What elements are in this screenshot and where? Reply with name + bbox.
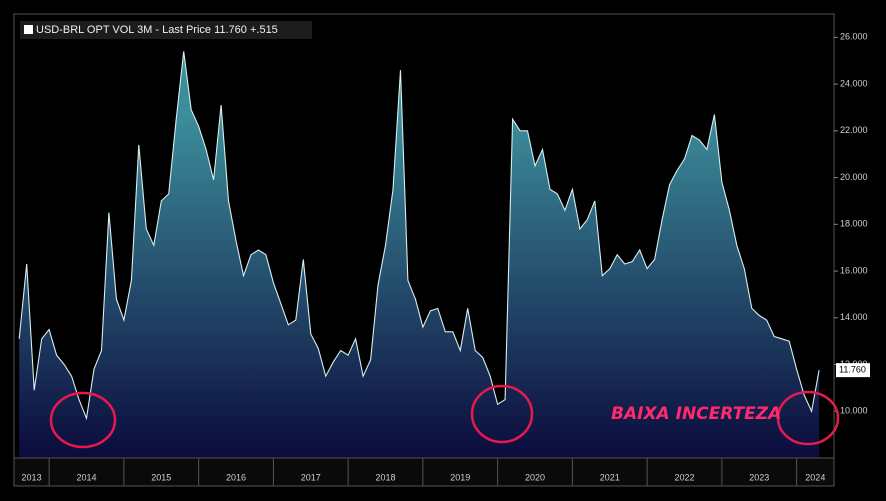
y-tick-label: 22.000 (840, 125, 868, 135)
plot (18, 51, 820, 459)
x-tick-label: 2018 (375, 472, 395, 482)
area-fill (19, 51, 820, 459)
legend-box (20, 21, 312, 39)
highlight-circle (470, 384, 534, 444)
x-tick-label: 2014 (76, 472, 96, 482)
x-tick-label: 2016 (226, 472, 246, 482)
x-tick-label: 2019 (450, 472, 470, 482)
x-tick-label: 2015 (151, 472, 171, 482)
y-tick-label: 20.000 (840, 172, 868, 182)
x-tick-label: 2021 (600, 472, 620, 482)
highlight-circle (776, 390, 840, 446)
highlight-circle (49, 391, 117, 449)
last-price-label: 11.760 (839, 365, 866, 375)
legend-swatch (24, 25, 33, 34)
y-tick-label: 24.000 (840, 78, 868, 88)
price-line (18, 51, 820, 421)
x-tick-label: 2017 (301, 472, 321, 482)
x-tick-label: 2023 (749, 472, 769, 482)
x-tick-label: 2022 (674, 472, 694, 482)
x-tick-label: 2024 (805, 472, 825, 482)
y-tick-label: 18.000 (840, 219, 868, 229)
last-price-tag (836, 363, 870, 378)
y-tick-label: 16.000 (840, 265, 868, 275)
annotation: BAIXA INCERTEZA (611, 404, 781, 424)
axes: 10.00012.00014.00016.00018.00020.00022.0… (22, 32, 870, 486)
y-tick-label: 10.000 (840, 406, 868, 416)
y-tick-label: 14.000 (840, 312, 868, 322)
legend-label: USD-BRL OPT VOL 3M - Last Price 11.760 +… (36, 24, 278, 36)
x-tick-label: 2020 (525, 472, 545, 482)
y-tick-label: 26.000 (840, 32, 868, 42)
x-axis-band (13, 457, 835, 487)
x-tick-label: 2013 (22, 472, 42, 482)
